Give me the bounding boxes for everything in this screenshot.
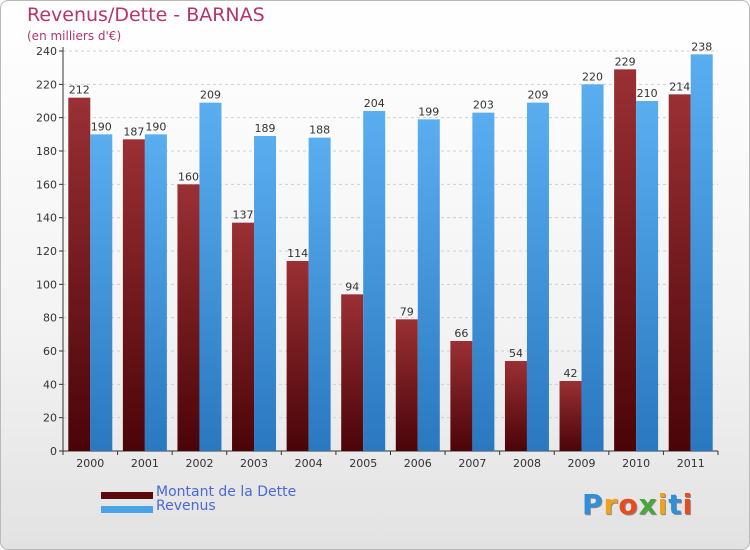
data-label-revenus: 220 (582, 70, 603, 83)
bar-dette (68, 97, 91, 452)
x-tick-label: 2011 (677, 457, 705, 470)
chart-title: Revenus/Dette - BARNAS (27, 4, 265, 26)
logo-letter: o (618, 488, 639, 521)
data-label-revenus: 204 (364, 97, 385, 110)
y-tick-label: 80 (43, 312, 57, 325)
bar-revenus (581, 84, 604, 451)
bar-dette (668, 94, 691, 451)
y-tick-label: 240 (36, 45, 57, 58)
bars (68, 54, 713, 452)
data-label-dette: 54 (509, 347, 523, 360)
bar-dette (177, 184, 200, 452)
y-tick-label: 140 (36, 212, 57, 225)
x-tick-label: 2004 (295, 457, 323, 470)
data-label-dette: 229 (615, 55, 636, 68)
x-tick-label: 2008 (513, 457, 541, 470)
x-tick-label: 2002 (185, 457, 213, 470)
x-tick-label: 2009 (568, 457, 596, 470)
data-label-dette: 160 (178, 170, 199, 183)
bar-revenus (199, 102, 222, 452)
legend-label-dette: Montant de la Dette (156, 484, 297, 500)
y-tick-label: 160 (36, 178, 57, 191)
x-tick-label: 2005 (349, 457, 377, 470)
x-tick-label: 2007 (458, 457, 486, 470)
logo-letter: i (657, 488, 669, 521)
bar-dette (122, 139, 145, 452)
data-label-dette: 66 (454, 327, 468, 340)
bar-revenus (526, 102, 549, 452)
y-tick-label: 20 (43, 412, 57, 425)
data-label-dette: 114 (287, 247, 308, 260)
x-tick-label: 2000 (76, 457, 104, 470)
chart-subtitle: (en milliers d'€) (27, 29, 122, 43)
bar-revenus (417, 119, 440, 451)
x-tick-label: 2003 (240, 457, 268, 470)
data-label-dette: 79 (400, 305, 414, 318)
data-label-revenus: 209 (527, 89, 548, 102)
y-tick-label: 40 (43, 378, 57, 391)
bar-revenus (363, 111, 386, 451)
legend-label-revenus: Revenus (156, 498, 216, 514)
bar-dette (395, 319, 418, 451)
logo-letter: t (668, 488, 683, 521)
data-label-dette: 187 (123, 125, 144, 138)
bar-revenus (636, 101, 659, 451)
y-tick-label: 120 (36, 245, 57, 258)
bar-dette (504, 361, 527, 451)
bar-dette (450, 341, 473, 451)
y-tick-label: 220 (36, 78, 57, 91)
data-label-revenus: 209 (200, 89, 221, 102)
data-label-revenus: 188 (309, 124, 330, 137)
proxiti-logo: Proxiti (582, 488, 693, 521)
y-tick-label: 180 (36, 145, 57, 158)
data-label-revenus: 190 (91, 120, 112, 133)
y-tick-label: 200 (36, 112, 57, 125)
data-label-dette: 94 (345, 280, 359, 293)
logo-letter: r (603, 488, 619, 521)
legend-swatch-dette (101, 492, 153, 499)
bar-revenus (690, 54, 713, 451)
data-label-dette: 42 (564, 367, 578, 380)
data-label-revenus: 189 (255, 122, 276, 135)
bar-dette (232, 222, 255, 451)
data-label-revenus: 203 (473, 99, 494, 112)
data-label-revenus: 199 (418, 105, 439, 118)
y-tick-label: 0 (50, 445, 57, 458)
bar-dette (614, 69, 637, 451)
data-label-revenus: 238 (691, 40, 712, 53)
x-tick-label: 2006 (404, 457, 432, 470)
bar-dette (559, 381, 582, 451)
bar-revenus (254, 136, 277, 451)
data-label-revenus: 210 (637, 87, 658, 100)
logo-letter: P (582, 488, 604, 521)
data-label-dette: 137 (233, 209, 254, 222)
bar-revenus (472, 112, 495, 452)
data-label-revenus: 190 (145, 120, 166, 133)
data-label-dette: 214 (669, 80, 690, 93)
bar-revenus (308, 137, 331, 451)
legend-swatch-revenus (101, 506, 153, 513)
bar-revenus (144, 134, 167, 452)
bar-dette (286, 261, 309, 451)
logo-letter: x (638, 488, 658, 521)
data-label-dette: 212 (69, 84, 90, 97)
logo-letter: i (682, 488, 694, 521)
axes: 0 20 40 60 80 100 120 140 160 180 200 220 240 2000 200… (36, 45, 719, 470)
bar-dette (341, 294, 364, 451)
x-tick-label: 2010 (622, 457, 650, 470)
y-tick-label: 60 (43, 345, 57, 358)
x-tick-label: 2001 (131, 457, 159, 470)
bar-revenus (90, 134, 113, 452)
y-tick-label: 100 (36, 278, 57, 291)
